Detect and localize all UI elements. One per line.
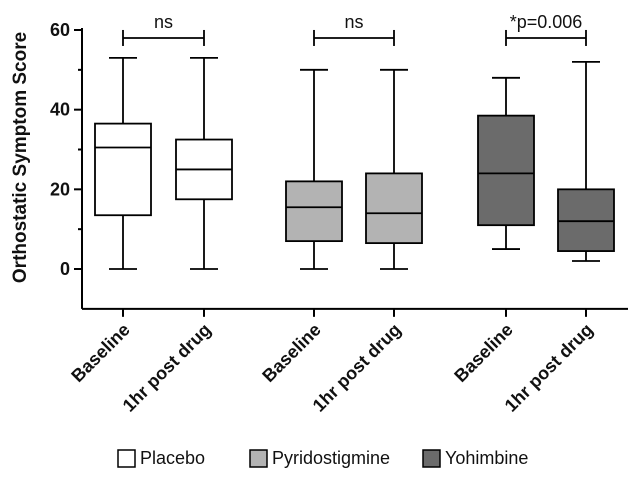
box-iqr: [285, 180, 343, 243]
box-iqr: [94, 122, 152, 217]
box-iqr: [557, 188, 615, 252]
category-label: Baseline: [67, 320, 134, 387]
legend-label: Pyridostigmine: [272, 448, 390, 468]
significance-label: *p=0.006: [510, 12, 583, 32]
legend-swatch: [117, 449, 136, 468]
legend-swatch: [249, 449, 268, 468]
legend-label: Yohimbine: [445, 448, 528, 468]
y-tick-label: 60: [50, 20, 70, 40]
y-tick-label: 20: [50, 179, 70, 199]
legend-swatch: [422, 449, 441, 468]
category-label: Baseline: [258, 320, 325, 387]
significance-label: ns: [344, 12, 363, 32]
category-label: Baseline: [450, 320, 517, 387]
y-tick-label: 0: [60, 259, 70, 279]
box-iqr: [365, 172, 423, 245]
y-axis-title: Orthostatic Symptom Score: [10, 32, 31, 283]
significance-label: ns: [154, 12, 173, 32]
y-tick-label: 40: [50, 100, 70, 120]
legend-label: Placebo: [140, 448, 205, 468]
box-iqr: [477, 114, 535, 227]
